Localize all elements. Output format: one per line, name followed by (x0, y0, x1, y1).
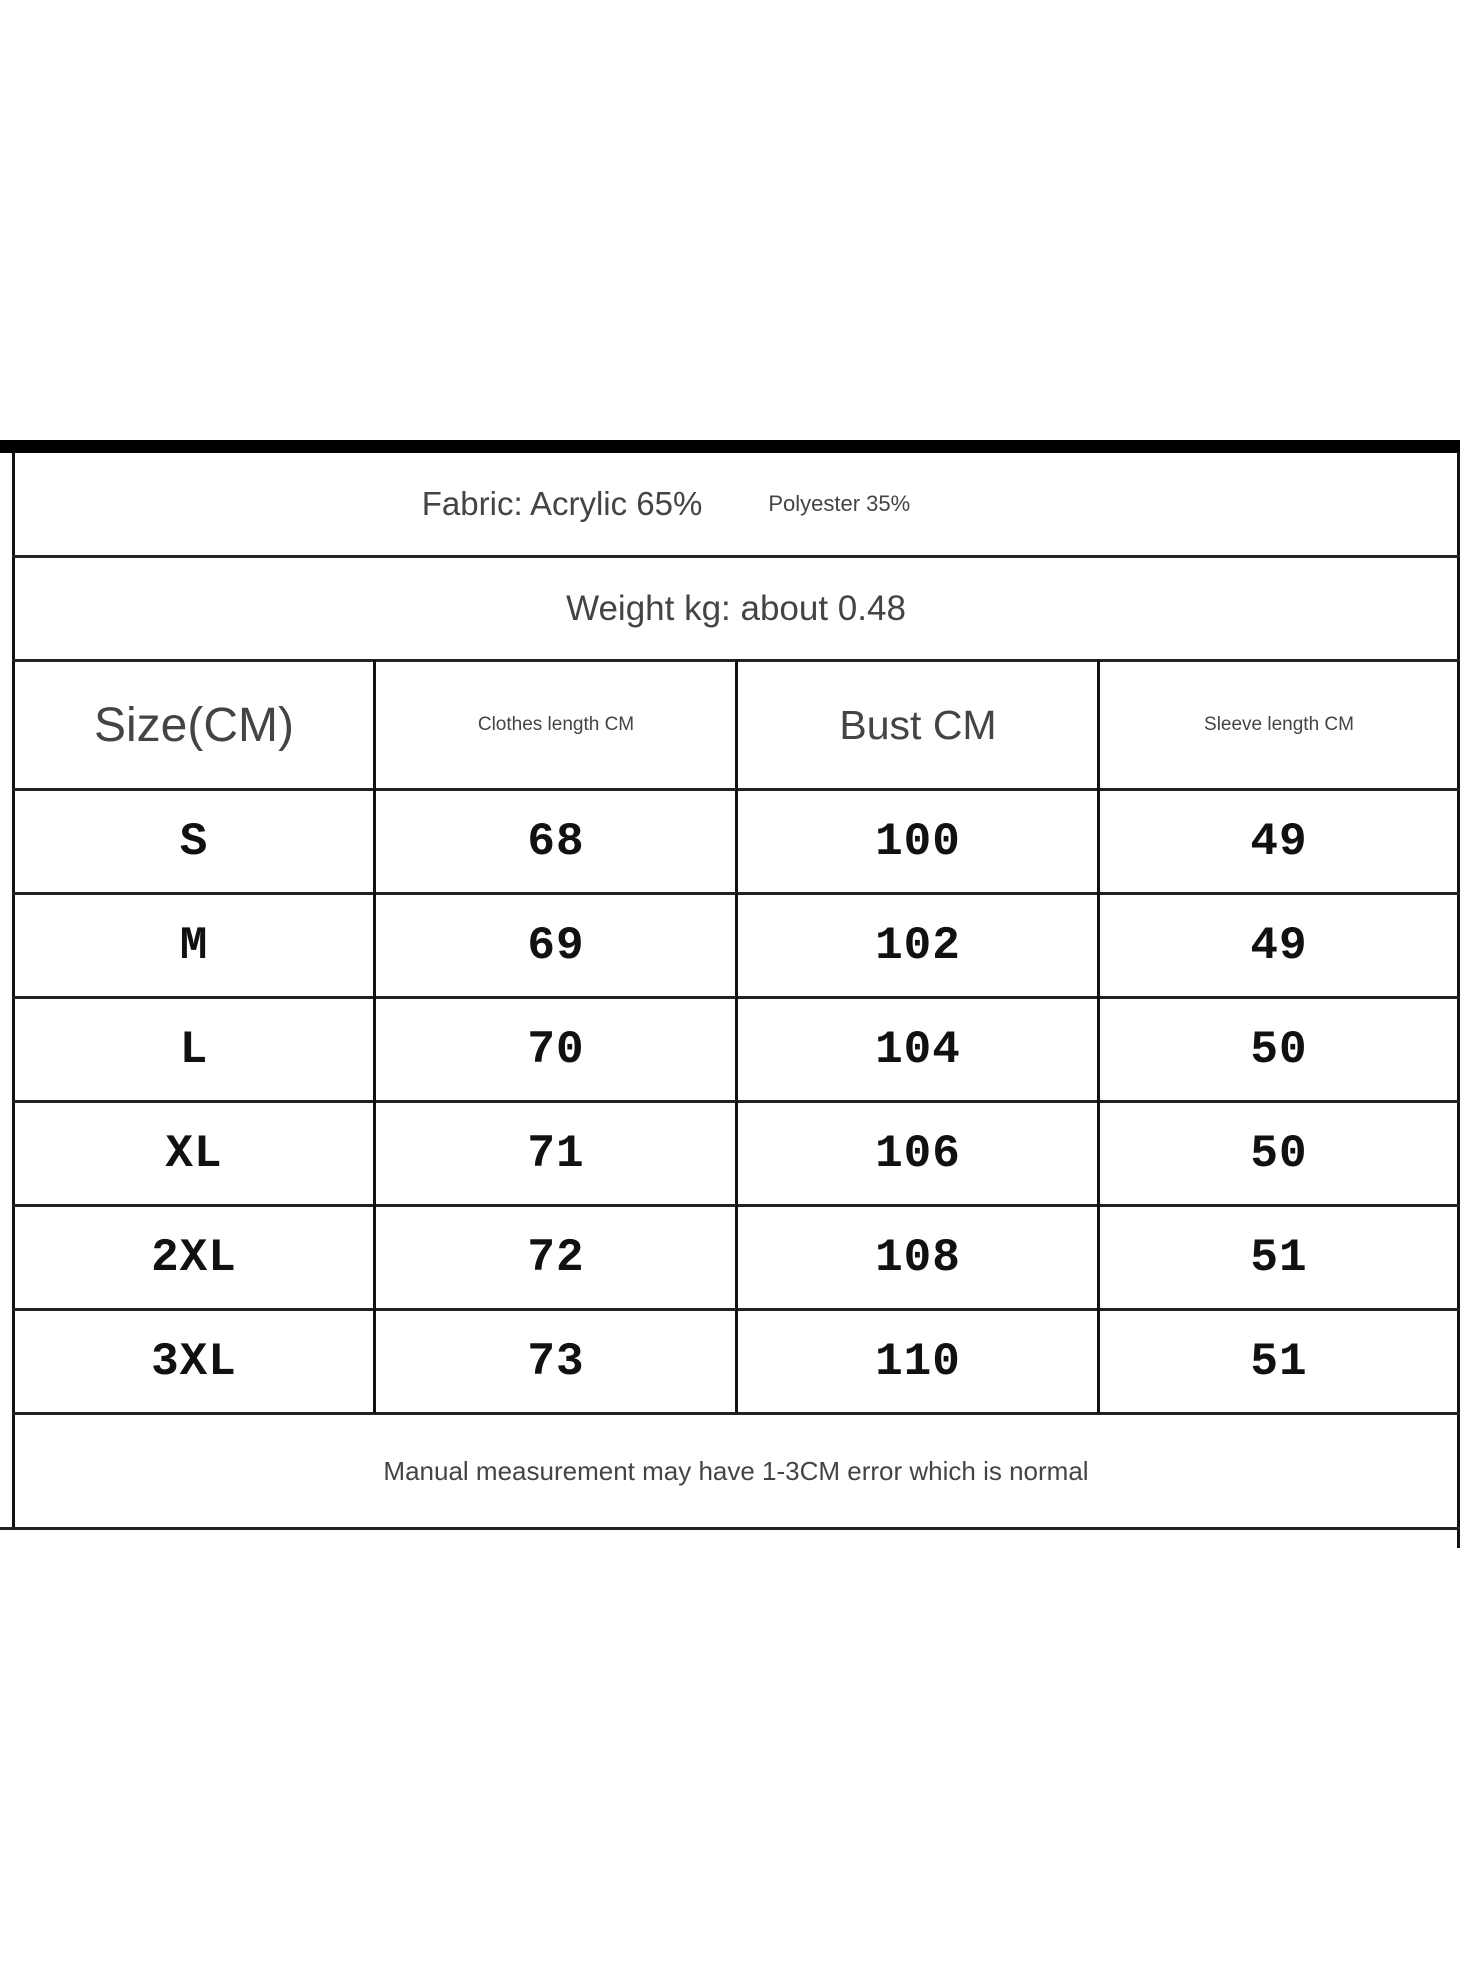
column-divider (1097, 660, 1100, 1413)
cell-clothes-length: 73 (527, 1335, 585, 1388)
cell-sleeve-length: 49 (1250, 815, 1308, 868)
fabric-secondary: Polyester 35% (768, 491, 911, 516)
header-size: Size(CM) (94, 698, 294, 752)
cell-clothes-length: 69 (527, 919, 585, 972)
cell-bust: 108 (875, 1231, 961, 1284)
cell-bust: 104 (875, 1023, 961, 1076)
cell-bust: 110 (875, 1335, 961, 1388)
cell-size: L (179, 1023, 209, 1076)
fabric-row: Fabric: Acrylic 65% Polyester 35% (14, 453, 1458, 555)
cell-bust: 102 (875, 919, 961, 972)
header-sleeve-length: Sleeve length CM (1204, 714, 1354, 735)
note-text: Manual measurement may have 1-3CM error … (383, 1455, 1089, 1486)
cell-clothes-length: 68 (527, 815, 585, 868)
note-row: Manual measurement may have 1-3CM error … (14, 1415, 1458, 1527)
fabric-main: Fabric: Acrylic 65% (421, 485, 703, 522)
cell-size: M (179, 919, 209, 972)
cell-size: 2XL (151, 1231, 237, 1284)
column-divider (373, 660, 376, 1413)
weight-text: Weight kg: about 0.48 (566, 588, 906, 628)
weight-row: Weight kg: about 0.48 (14, 558, 1458, 659)
cell-size: 3XL (151, 1335, 237, 1388)
left-border (12, 452, 15, 1530)
header-clothes-length: Clothes length CM (477, 714, 635, 735)
cell-sleeve-length: 51 (1250, 1231, 1308, 1284)
top-border (0, 440, 1460, 453)
right-border (1457, 452, 1460, 1548)
cell-bust: 100 (875, 815, 961, 868)
header-bust: Bust CM (839, 701, 997, 748)
cell-clothes-length: 71 (527, 1127, 585, 1180)
cell-sleeve-length: 50 (1250, 1127, 1308, 1180)
cell-size: XL (165, 1127, 223, 1180)
column-divider (735, 660, 738, 1413)
cell-clothes-length: 72 (527, 1231, 585, 1284)
cell-sleeve-length: 49 (1250, 919, 1308, 972)
divider (12, 1412, 1460, 1415)
cell-bust: 106 (875, 1127, 961, 1180)
cell-sleeve-length: 51 (1250, 1335, 1308, 1388)
cell-size: S (179, 815, 209, 868)
cell-clothes-length: 70 (527, 1023, 585, 1076)
cell-sleeve-length: 50 (1250, 1023, 1308, 1076)
divider (12, 555, 1460, 558)
divider (0, 1527, 1460, 1530)
